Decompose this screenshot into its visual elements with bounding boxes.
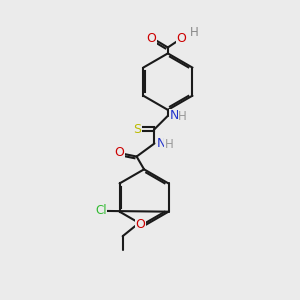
Text: N: N (170, 109, 179, 122)
Text: O: O (176, 32, 186, 45)
Text: S: S (133, 123, 141, 136)
Text: O: O (146, 32, 156, 45)
Text: N: N (156, 137, 166, 150)
Text: H: H (190, 26, 198, 39)
Text: O: O (114, 146, 124, 160)
Text: Cl: Cl (95, 204, 107, 218)
Text: H: H (178, 110, 187, 123)
Text: H: H (165, 138, 174, 151)
Text: O: O (135, 218, 145, 231)
